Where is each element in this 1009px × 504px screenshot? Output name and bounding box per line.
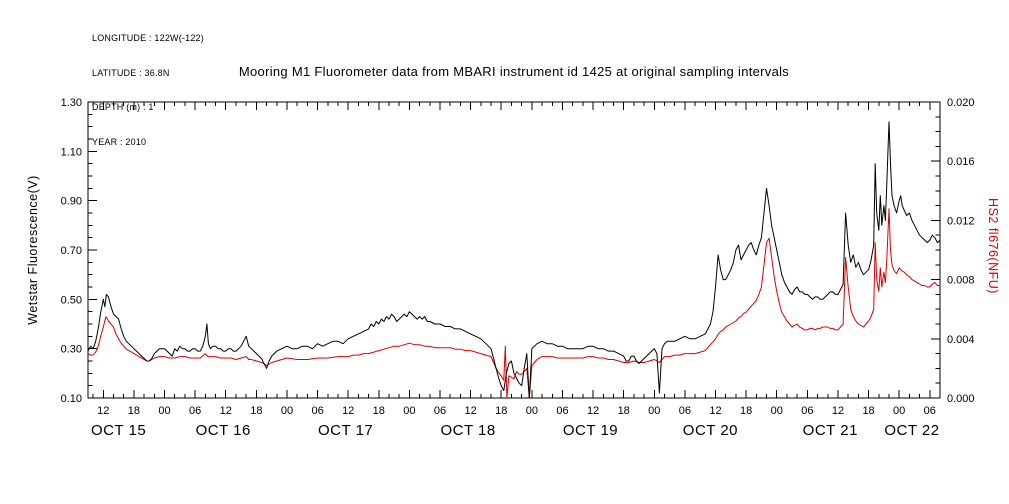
x-tick-label: 06 — [189, 405, 201, 417]
metadata-depth: DEPTH (m) : 1 — [92, 102, 154, 112]
wetstar-series-line — [87, 121, 941, 399]
date-label: OCT 19 — [563, 422, 618, 439]
x-tick-label: 00 — [281, 405, 293, 417]
metadata-latitude: LATITUDE : 36.8N — [92, 67, 170, 78]
x-tick-label: 06 — [801, 405, 813, 417]
y-right-tick-label: 0.008 — [947, 275, 975, 287]
y-left-tick-label: 0.10 — [61, 393, 82, 405]
y-left-tick-label: 1.10 — [61, 146, 82, 158]
y-right-tick-label: 0.016 — [947, 156, 975, 168]
date-label: OCT 16 — [196, 422, 251, 439]
x-tick-label: 18 — [128, 405, 140, 417]
x-tick-label: 00 — [158, 405, 170, 417]
x-tick-label: 18 — [373, 405, 385, 417]
x-tick-label: 18 — [250, 405, 262, 417]
chart-title: Mooring M1 Fluorometer data from MBARI i… — [238, 64, 790, 79]
plot-frame — [87, 101, 941, 399]
date-label: OCT 18 — [440, 422, 495, 439]
x-tick-label: 12 — [832, 405, 844, 417]
y-left-tick-label: 1.30 — [61, 97, 82, 109]
x-tick-label: 06 — [556, 405, 568, 417]
date-label: OCT 20 — [683, 422, 738, 439]
x-tick-label: 18 — [740, 405, 752, 417]
x-tick-label: 06 — [924, 405, 936, 417]
y-left-tick-label: 0.70 — [61, 245, 82, 257]
x-tick-label: 12 — [220, 405, 232, 417]
x-tick-label: 00 — [893, 405, 905, 417]
date-label: OCT 22 — [884, 422, 939, 439]
x-tick-label: 06 — [434, 405, 446, 417]
y-right-tick-label: 0.012 — [947, 215, 975, 227]
y-right-tick-label: 0.004 — [947, 334, 975, 346]
x-tick-label: 18 — [862, 405, 874, 417]
date-label: OCT 21 — [803, 422, 858, 439]
station-metadata: LONGITUDE : 122W(-122) LATITUDE : 36.8N … — [92, 10, 204, 171]
hs2-series-line — [87, 208, 940, 399]
x-tick-label: 12 — [709, 405, 721, 417]
x-tick-label: 00 — [771, 405, 783, 417]
x-tick-label: 18 — [495, 405, 507, 417]
x-tick-label: 12 — [587, 405, 599, 417]
y-right-tick-label: 0.020 — [947, 97, 975, 109]
x-tick-label: 12 — [342, 405, 354, 417]
x-tick-label: 00 — [403, 405, 415, 417]
left-axis-title: Wetstar Fluorescence(V) — [26, 175, 40, 325]
x-tick-label: 12 — [465, 405, 477, 417]
x-tick-label: 12 — [97, 405, 109, 417]
date-label: OCT 17 — [318, 422, 373, 439]
y-left-tick-label: 0.50 — [61, 294, 82, 306]
x-tick-label: 06 — [679, 405, 691, 417]
date-label: OCT 15 — [91, 422, 146, 439]
metadata-year: YEAR : 2010 — [92, 136, 147, 147]
right-axis-title: HS2 fl676(NFU) — [986, 198, 1000, 294]
x-tick-label: 18 — [618, 405, 630, 417]
x-tick-label: 06 — [311, 405, 323, 417]
metadata-longitude: LONGITUDE : 122W(-122) — [92, 33, 204, 43]
y-right-tick-label: 0.000 — [947, 393, 975, 405]
y-left-tick-label: 0.90 — [61, 196, 82, 208]
x-tick-label: 00 — [526, 405, 538, 417]
y-left-tick-label: 0.30 — [61, 344, 82, 356]
x-tick-label: 00 — [648, 405, 660, 417]
